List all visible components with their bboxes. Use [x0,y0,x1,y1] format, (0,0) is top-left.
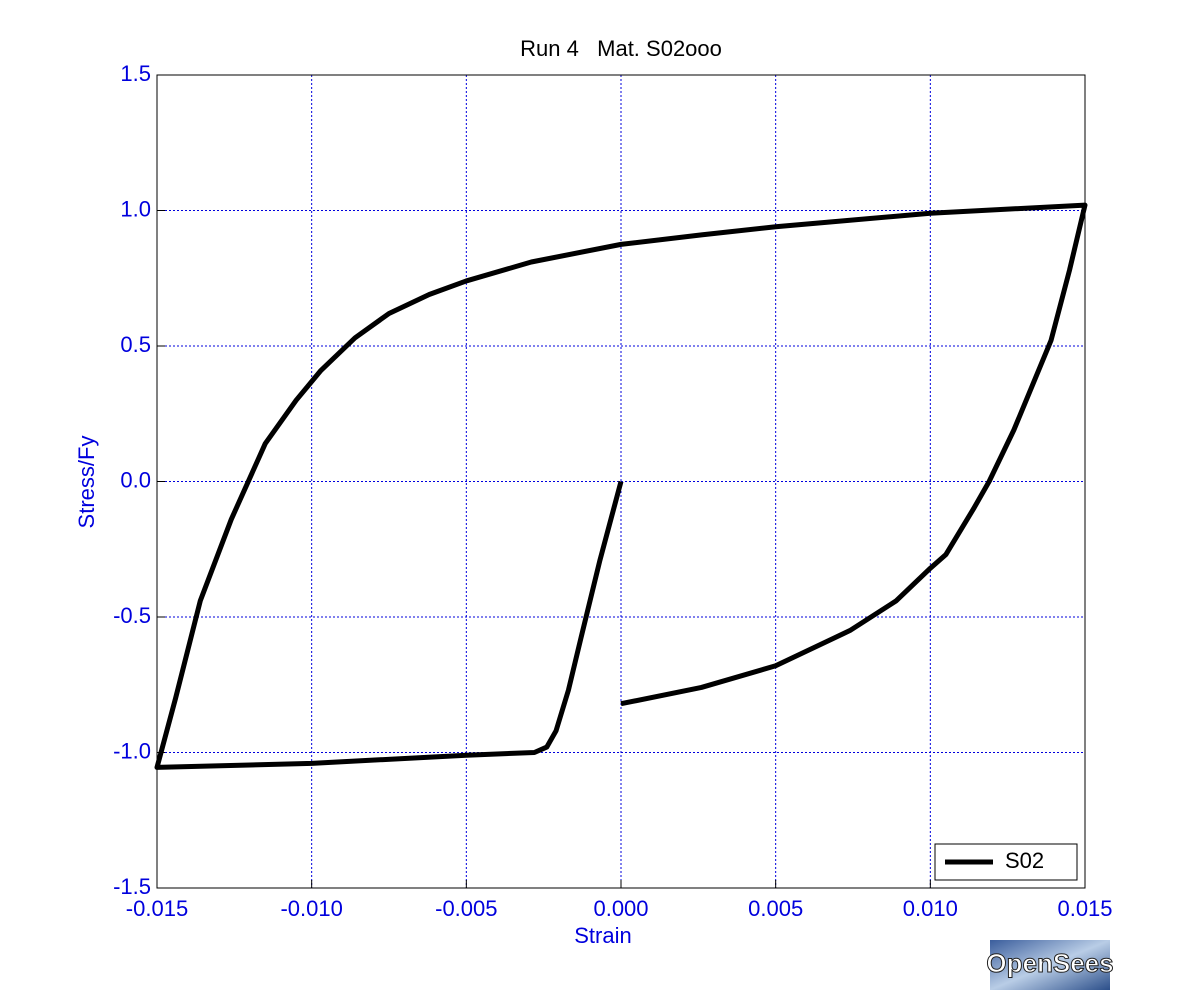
x-tick-label: -0.010 [280,896,342,921]
x-tick-label: 0.015 [1057,896,1112,921]
x-tick-label: 0.005 [748,896,803,921]
y-tick-label: 1.5 [120,61,151,86]
y-tick-label: -0.5 [113,603,151,628]
x-tick-label: 0.000 [593,896,648,921]
data-line [154,202,1088,770]
x-tick-label: -0.015 [126,896,188,921]
logo-text: OpenSees [986,948,1113,978]
y-tick-label: -1.0 [113,738,151,763]
plot-frame [156,74,1086,889]
x-tick-label: -0.005 [435,896,497,921]
legend-label: S02 [1005,848,1044,873]
y-tick-label: -1.5 [113,874,151,899]
x-axis-label: Strain [574,923,631,948]
chart-title: Run 4 Mat. S02ooo [520,36,722,61]
x-tick-label: 0.010 [903,896,958,921]
y-tick-label: 1.0 [120,196,151,221]
y-tick-label: 0.0 [120,467,151,492]
logo [990,940,1110,990]
y-axis-label: Stress/Fy [74,436,99,529]
y-tick-label: 0.5 [120,332,151,357]
